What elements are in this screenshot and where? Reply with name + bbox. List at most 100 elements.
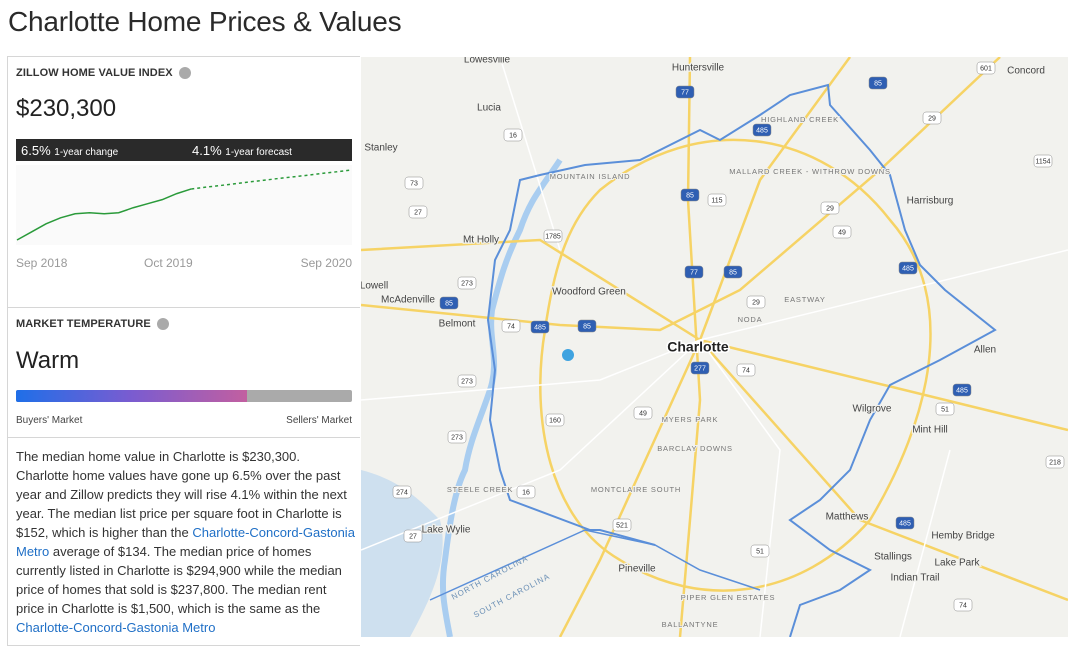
metro-link[interactable]: Charlotte-Concord-Gastonia Metro xyxy=(16,525,355,559)
route-shield xyxy=(447,430,467,444)
interstate-shield xyxy=(684,265,704,279)
interstate-shield xyxy=(690,361,710,375)
town-label: Belmont xyxy=(439,319,476,330)
zhvi-value: $230,300 xyxy=(16,95,117,122)
change-value: 6.5% xyxy=(21,143,51,158)
metro-link[interactable]: Charlotte-Concord-Gastonia Metro xyxy=(16,620,216,635)
interstate-shield-label: 85 xyxy=(874,80,882,87)
change-bar: 6.5% 1-year change 4.1% 1-year forecast xyxy=(16,139,352,161)
airport-icon[interactable] xyxy=(562,349,574,361)
interstate-shield xyxy=(680,188,700,202)
neighborhood-label: MALLARD CREEK - WITHROW DOWNS xyxy=(729,167,891,176)
town-label: Harrisburg xyxy=(907,196,954,207)
temp-value: Warm xyxy=(16,347,80,374)
lake xyxy=(361,470,443,637)
interstate-shield-label: 85 xyxy=(583,323,591,330)
neighborhood-label: MOUNTAIN ISLAND xyxy=(550,172,631,181)
route-shield-label: 49 xyxy=(838,229,846,236)
route-shield-label: 273 xyxy=(451,434,463,441)
help-icon[interactable] xyxy=(156,318,169,330)
route-shield xyxy=(457,374,477,388)
route-shield xyxy=(1045,455,1065,469)
text: The median home value in Charlotte is $2… xyxy=(16,449,347,540)
roads xyxy=(361,57,1068,637)
temp-label: MARKET TEMPERATURE xyxy=(16,318,151,330)
help-icon[interactable] xyxy=(178,67,191,79)
route-shield-label: 601 xyxy=(980,65,992,72)
route-shield xyxy=(612,518,632,532)
temperature-bar xyxy=(16,390,352,402)
route-shield xyxy=(935,402,955,416)
neighborhood-label: HIGHLAND CREEK xyxy=(761,115,839,124)
interstate-shield-label: 77 xyxy=(690,269,698,276)
route-shield xyxy=(832,225,852,239)
route-shield-label: 16 xyxy=(509,132,517,139)
interstate-shield-label: 485 xyxy=(534,324,546,331)
route-shield xyxy=(404,176,424,190)
town-label: Lowell xyxy=(361,281,388,292)
forecast-line xyxy=(191,169,352,190)
forecast-value: 4.1% xyxy=(192,143,222,158)
zhvi-header: ZILLOW HOME VALUE INDEX xyxy=(16,67,191,79)
town-label: Huntersville xyxy=(672,63,725,74)
route-shield-label: 74 xyxy=(959,602,967,609)
route-shield-label: 74 xyxy=(742,367,750,374)
route-shield xyxy=(516,485,536,499)
neighborhood-label: STEELE CREEK xyxy=(447,485,513,494)
town-label: Pineville xyxy=(618,564,656,575)
history-line xyxy=(16,188,192,241)
neighborhood-label: EASTWAY xyxy=(784,295,825,304)
interstate-shield-label: 485 xyxy=(756,127,768,134)
route-shield-label: 51 xyxy=(941,406,949,413)
interstate-shield xyxy=(577,319,597,333)
route-shield xyxy=(820,201,840,215)
route-shield xyxy=(457,276,477,290)
divider xyxy=(8,307,360,308)
route-shield-label: 29 xyxy=(826,205,834,212)
interstate-shield-label: 85 xyxy=(445,300,453,307)
route-shield xyxy=(922,111,942,125)
route-shield xyxy=(408,205,428,219)
neighborhood-label: NODA xyxy=(738,315,763,324)
route-shield-label: 218 xyxy=(1049,459,1061,466)
town-label: Mt Holly xyxy=(463,235,499,246)
neighborhood-label: MYERS PARK xyxy=(662,415,719,424)
interstate-shield xyxy=(439,296,459,310)
route-shield xyxy=(633,406,653,420)
interstate-shield xyxy=(723,265,743,279)
route-shield-label: 29 xyxy=(928,115,936,122)
temperature-fill xyxy=(16,390,247,402)
neighborhood-label: PIPER GLEN ESTATES xyxy=(681,593,776,602)
interstate-shield xyxy=(675,85,695,99)
route-shield-label: 74 xyxy=(507,323,515,330)
route-shield-label: 273 xyxy=(461,378,473,385)
neighborhood-label: BALLANTYNE xyxy=(662,620,719,629)
route-shield xyxy=(543,229,563,243)
page-title: Charlotte Home Prices & Values xyxy=(8,6,402,37)
route-shield-label: 27 xyxy=(414,209,422,216)
map[interactable]: Charlotte Lowesville Huntersville Concord Lu… xyxy=(361,57,1068,637)
route-shield xyxy=(707,193,727,207)
state-border xyxy=(429,529,761,601)
route-shield xyxy=(746,295,766,309)
chart-bg xyxy=(16,165,352,245)
town-label: Stanley xyxy=(364,143,397,154)
route-shield-label: 49 xyxy=(639,410,647,417)
town-label: Woodford Green xyxy=(552,287,626,298)
route-shield-label: 27 xyxy=(409,533,417,540)
interstate-shield xyxy=(895,516,915,530)
route-shield xyxy=(976,61,996,75)
change-label: 1-year change xyxy=(54,147,119,158)
town-label: Lake Wylie xyxy=(422,525,471,536)
route-shield-label: 51 xyxy=(756,548,764,555)
interstate-shield-label: 85 xyxy=(729,269,737,276)
interstate-shield xyxy=(898,261,918,275)
sellers-label: Sellers' Market xyxy=(286,415,352,426)
route-shield xyxy=(403,529,423,543)
forecast: 4.1% 1-year forecast xyxy=(192,143,292,158)
town-label: Stallings xyxy=(874,552,912,563)
town-label: Lowesville xyxy=(464,57,511,66)
route-shield xyxy=(750,544,770,558)
neighborhood-label: MONTCLAIRE SOUTH xyxy=(591,485,681,494)
route-shield xyxy=(392,485,412,499)
